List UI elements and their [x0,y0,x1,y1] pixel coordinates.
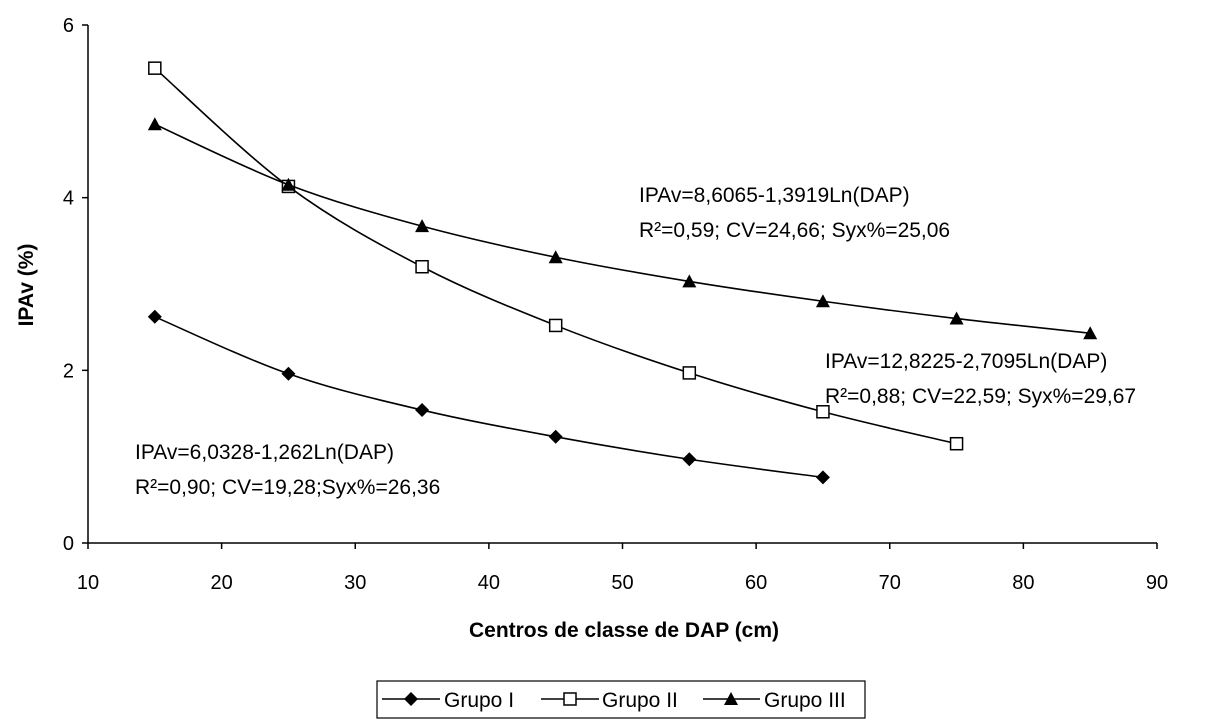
point-grupo-ii [816,405,830,419]
point-grupo-i [147,309,162,324]
point-grupo-iii [548,250,563,264]
annotation-equation: IPAv=8,6065-1,3919Ln(DAP) [639,184,910,207]
point-grupo-i [682,452,697,467]
y-tick-label: 0 [63,533,74,555]
point-grupo-i [281,366,296,381]
x-tick-label: 90 [1146,572,1168,594]
point-grupo-iii [815,294,830,308]
legend-item-grupo-iii: Grupo III [703,689,846,712]
annotation-stats: R²=0,88; CV=22,59; Syx%=29,67 [825,385,1136,408]
series-line-grupo-iii [154,123,1091,335]
annotation-equation: IPAv=12,8225-2,7095Ln(DAP) [825,350,1107,373]
x-tick-label: 30 [344,572,366,594]
annotation-stats: R²=0,59; CV=24,66; Syx%=25,06 [639,219,950,242]
legend-item-grupo-ii: Grupo II [541,689,678,712]
point-grupo-iii [1083,326,1098,340]
point-grupo-iii [682,274,697,288]
point-grupo-iii [147,117,162,131]
legend: Grupo I Grupo II Grupo III [376,680,866,719]
legend-box [376,680,866,719]
point-grupo-iii [281,177,296,191]
annotation-equation: IPAv=6,0328-1,262Ln(DAP) [135,441,394,464]
x-axis-title: Centros de classe de DAP (cm) [469,619,779,642]
x-tick-label: 50 [611,572,633,594]
legend-label-grupo-i: Grupo I [444,689,514,712]
annotation-stats: R²=0,90; CV=19,28;Syx%=26,36 [135,476,440,499]
point-grupo-iii [949,311,964,325]
diamond-marker-icon [404,692,418,706]
x-tick-label: 20 [211,572,233,594]
annotation-grupo-i: IPAv=6,0328-1,262Ln(DAP) R²=0,90; CV=19,… [135,441,440,499]
annotation-grupo-iii: IPAv=8,6065-1,3919Ln(DAP) R²=0,59; CV=24… [639,184,950,242]
point-grupo-i [815,470,830,485]
y-tick-label: 4 [63,188,74,210]
y-axis-title: IPAv (%) [15,244,38,327]
point-grupo-ii [415,259,429,274]
series-line-grupo-i [154,316,824,479]
point-grupo-ii [682,366,697,380]
point-grupo-i [415,403,430,418]
y-tick-label: 2 [63,360,74,382]
triangle-marker-icon [724,692,738,705]
x-tick-label: 60 [745,572,767,594]
point-grupo-ii [148,61,162,75]
x-tick-label: 70 [879,572,901,594]
annotation-grupo-ii: IPAv=12,8225-2,7095Ln(DAP) R²=0,88; CV=2… [825,350,1136,408]
point-grupo-ii [548,318,563,333]
y-tick-label: 6 [63,15,74,37]
x-tick-label: 10 [77,572,99,594]
x-tick-label: 80 [1012,572,1034,594]
legend-label-grupo-ii: Grupo II [602,689,678,712]
legend-label-grupo-iii: Grupo III [764,689,846,712]
open-square-marker-icon [563,692,577,706]
legend-item-grupo-i: Grupo I [382,689,514,712]
point-grupo-iii [415,219,430,233]
point-grupo-ii [949,436,964,451]
point-grupo-i [548,429,563,444]
x-tick-label: 40 [478,572,500,594]
